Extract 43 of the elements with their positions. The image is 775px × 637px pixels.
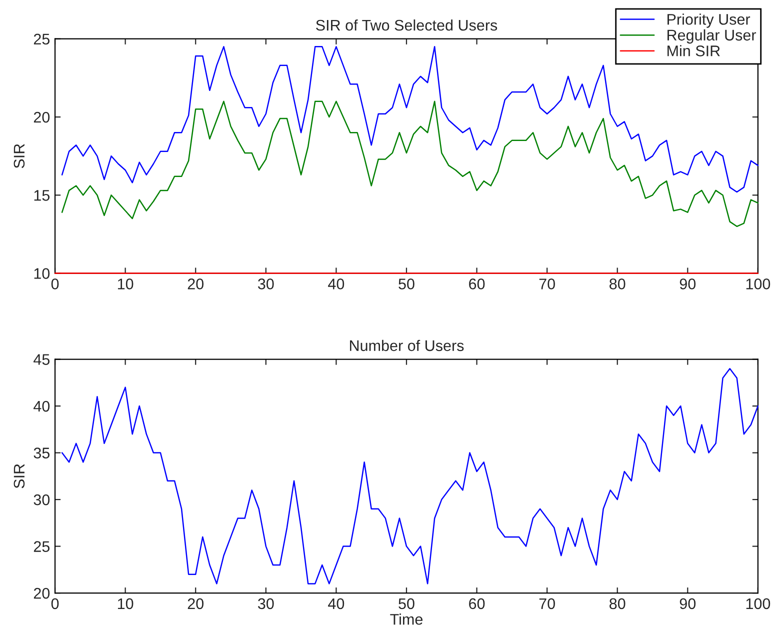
x-tick-label: 20 [188,278,204,290]
y-tick-label: 20 [34,112,50,123]
x-tick-label: 100 [746,278,770,290]
line-series [61,100,759,228]
y-tick-label: 10 [34,268,50,279]
x-tick-label: 20 [188,598,204,610]
x-tick-label: 10 [118,278,134,290]
x-axis-title: Time [390,614,422,625]
x-tick-label: 90 [680,598,696,610]
x-tick-label: 40 [328,598,344,610]
x-tick-label: 40 [328,278,344,290]
y-tick-label: 40 [34,400,50,412]
chart-title: SIR of Two Selected Users [316,19,498,31]
x-tick-label: 60 [469,598,485,610]
x-tick-label: 100 [746,598,770,610]
x-tick-label: 30 [258,278,274,290]
x-tick-label: 80 [610,598,626,610]
chart-title: Number of Users [350,340,464,352]
y-tick-label: 25 [34,541,50,552]
x-tick-label: 30 [258,598,274,610]
line-series [61,46,759,193]
x-tick-label: 70 [539,598,555,610]
legend-label: Priority User [668,14,750,28]
x-tick-label: 0 [51,598,59,610]
x-tick-label: 90 [680,278,696,290]
legend-label: Min SIR [668,45,720,56]
line-series [61,368,759,584]
y-tick-label: 35 [34,448,50,458]
y-tick-label: 30 [34,494,50,506]
x-tick-label: 0 [51,278,59,290]
x-tick-label: 70 [539,278,555,290]
legend-label: Regular User [668,29,756,44]
x-tick-label: 80 [610,278,626,290]
x-tick-label: 10 [118,598,134,610]
y-tick-label: 45 [34,354,50,365]
y-tick-label: 15 [34,190,50,201]
y-axis-title: SIR [14,464,25,488]
y-tick-label: 20 [34,588,50,599]
x-tick-label: 50 [398,278,414,290]
x-tick-label: 60 [469,278,485,290]
y-tick-label: 25 [34,34,50,45]
x-tick-label: 50 [398,598,414,610]
y-axis-title: SIR [14,144,25,168]
